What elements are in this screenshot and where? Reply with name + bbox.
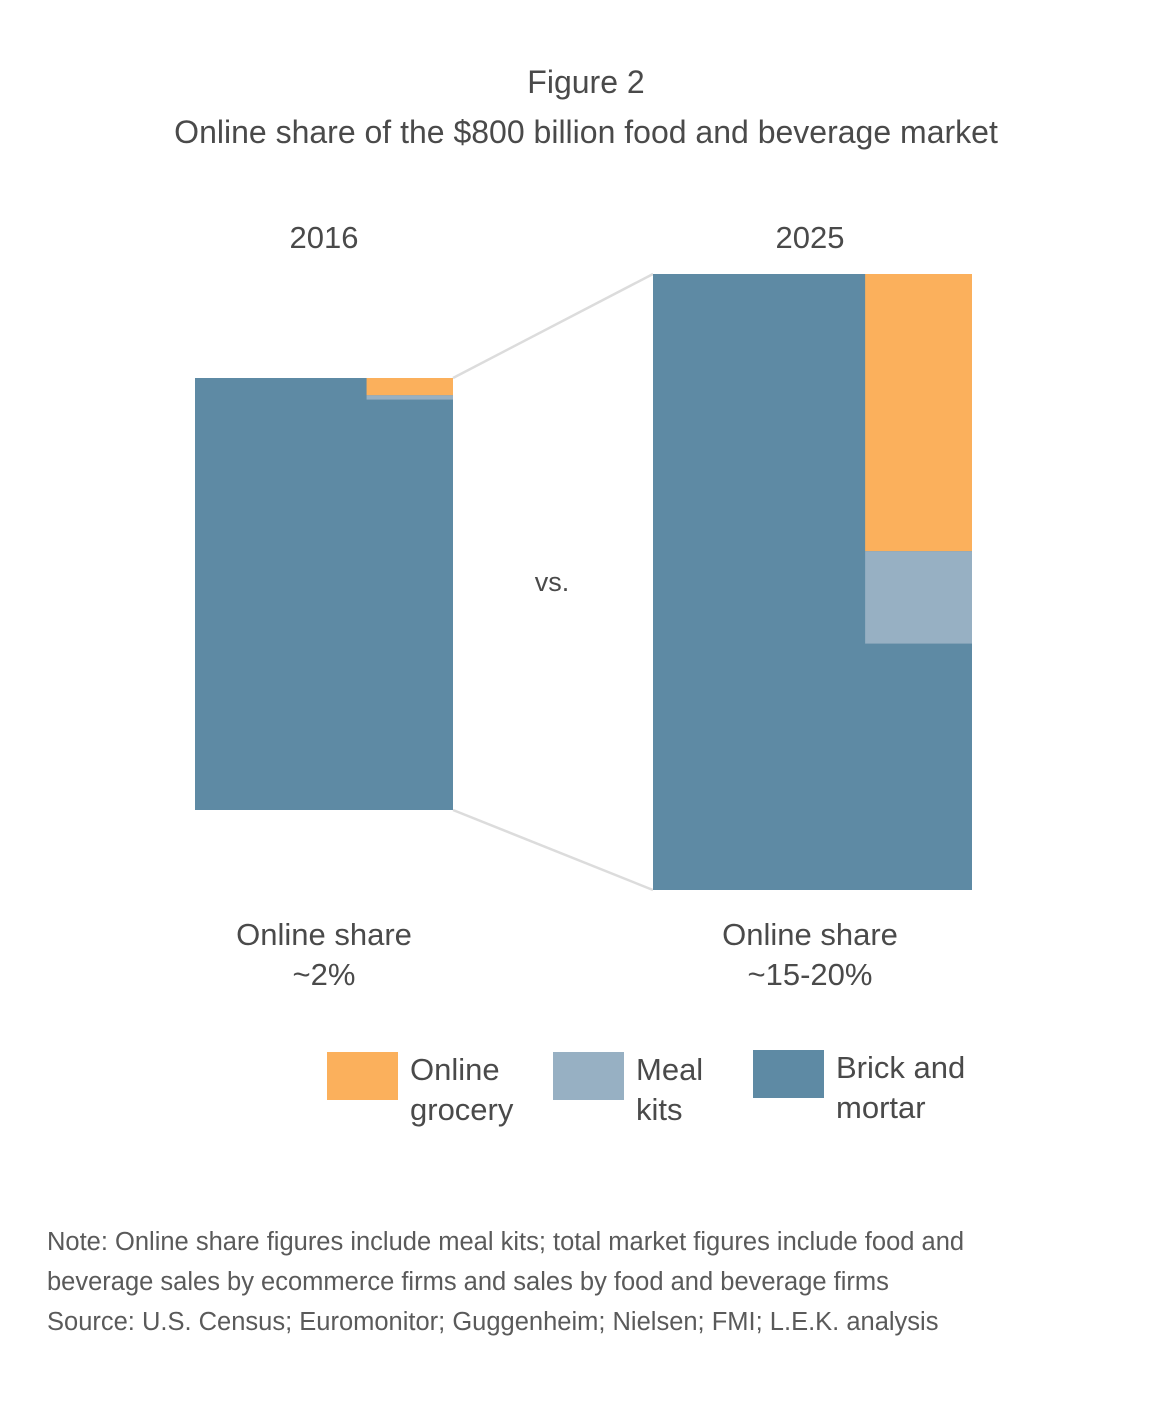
bar-brick-and-mortar-2016 (195, 378, 453, 810)
legend-label-brick-and-mortar: Brick and mortar (836, 1048, 976, 1128)
legend-label-line: mortar (836, 1090, 926, 1125)
legend-label-line: kits (636, 1092, 683, 1127)
figure-number: Figure 2 (527, 64, 645, 100)
legend-item-brick-and-mortar: Brick and mortar (753, 1050, 976, 1128)
source-line: Source: U.S. Census; Euromonitor; Guggen… (47, 1308, 939, 1336)
vs-separator-label: vs. (535, 567, 570, 597)
bars-group (195, 274, 972, 890)
online-share-value-2016: ~2% (293, 957, 356, 992)
bar-meal-kits-2025 (865, 551, 972, 644)
legend-label-line: Meal (636, 1052, 704, 1087)
note-line: beverage sales by ecommerce firms and sa… (47, 1268, 889, 1296)
legend-item-meal-kits: Meal kits (553, 1052, 776, 1130)
legend-label-line: Online (410, 1052, 500, 1087)
online-share-value-2025: ~15-20% (748, 957, 873, 992)
notes-block: Note: Online share figures include meal … (47, 1222, 964, 1342)
legend-label-line: Brick and (836, 1050, 966, 1085)
legend-label-meal-kits: Meal kits (636, 1050, 776, 1130)
legend-swatch-brick-and-mortar (753, 1050, 824, 1098)
legend-item-online-grocery: Online grocery (327, 1052, 550, 1130)
bar-online-grocery-2016 (366, 378, 453, 396)
connector-line-bottom (452, 808, 654, 892)
legend-swatch-meal-kits (553, 1052, 624, 1100)
online-share-label-2016: Online share (236, 917, 412, 952)
legend-swatch-online-grocery (327, 1052, 398, 1100)
mosaic-chart: 2016 Online share ~2% 2025 Online share ~15-2… (195, 220, 972, 992)
connector-line-top (452, 272, 654, 380)
category-label-2025: 2025 (776, 220, 845, 255)
note-line: Note: Online share figures include meal … (47, 1228, 965, 1256)
labels-group: 2016 Online share ~2% 2025 Online share ~15-2… (236, 220, 898, 992)
category-label-2016: 2016 (290, 220, 359, 255)
zoom-connectors (452, 272, 654, 892)
bar-online-grocery-2025 (865, 274, 972, 552)
legend-label-line: grocery (410, 1092, 514, 1127)
chart-title: Online share of the $800 billion food an… (174, 114, 998, 150)
legend-label-online-grocery: Online grocery (410, 1050, 550, 1130)
online-share-label-2025: Online share (722, 917, 898, 952)
bar-meal-kits-2016 (366, 395, 453, 400)
